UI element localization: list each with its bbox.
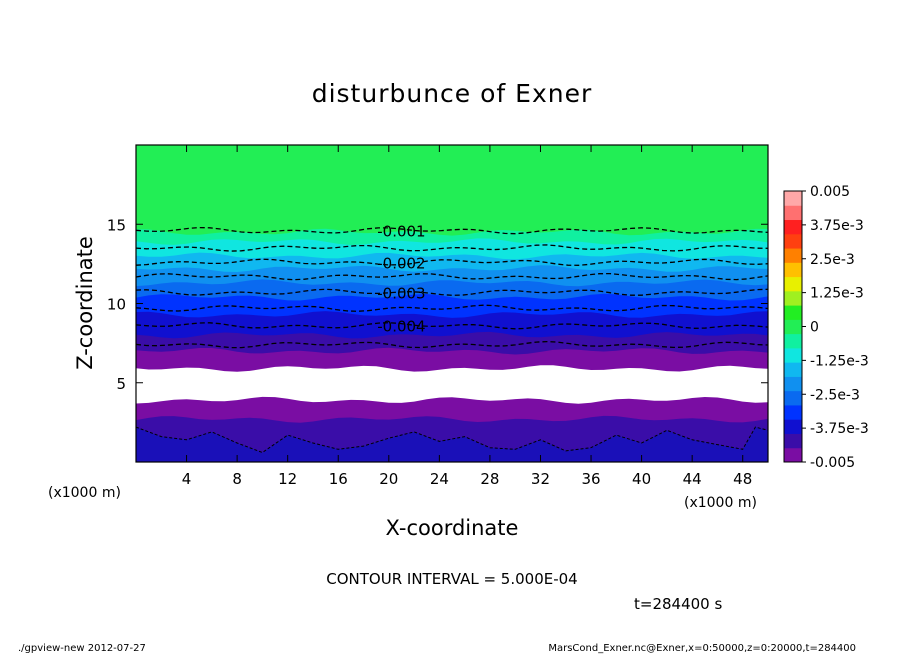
colorbar-swatch xyxy=(784,347,802,363)
colorbar-swatch xyxy=(784,262,802,278)
contour-line-5 xyxy=(135,304,769,312)
x-tick-label: 24 xyxy=(430,470,449,488)
colorbar-swatch xyxy=(784,219,802,235)
footer-left: ./gpview-new 2012-07-27 xyxy=(18,643,146,654)
colorbar-swatch xyxy=(784,319,802,335)
colorbar-tick-label: 0 xyxy=(810,320,819,336)
colorbar-swatch xyxy=(784,376,802,392)
y-axis-title: Z-coordinate xyxy=(73,236,97,370)
contour-line-7 xyxy=(135,340,769,349)
contour-line-3 xyxy=(135,272,769,281)
x-tick-label: 40 xyxy=(632,470,651,488)
colorbar-swatch xyxy=(784,447,802,463)
footer-right: MarsCond_Exner.nc@Exner,x=0:50000,z=0:20… xyxy=(548,643,856,654)
y-unit-label: (x1000 m) xyxy=(48,485,121,501)
time-label: t=284400 s xyxy=(634,595,722,613)
colorbar-swatch xyxy=(784,191,802,206)
contour-label: -0.001 xyxy=(377,223,425,241)
contour-label: -0.004 xyxy=(377,318,425,336)
colorbar-swatch xyxy=(784,404,802,420)
x-tick-label: 44 xyxy=(683,470,702,488)
colorbar-tick-label: -2.5e-3 xyxy=(810,387,860,403)
x-axis-ticks: 4 8 12 16 20 24 28 32 36 40 44 48 xyxy=(182,145,752,488)
colorbar-swatch xyxy=(784,205,802,221)
x-tick-label: 28 xyxy=(480,470,499,488)
colorbar-swatch xyxy=(784,433,802,449)
x-tick-label: 4 xyxy=(182,470,192,488)
x-tick-label: 36 xyxy=(581,470,600,488)
plot-area: -0.001 -0.002 -0.003 -0.004 xyxy=(135,145,769,462)
x-tick-label: 12 xyxy=(278,470,297,488)
colorbar-swatch xyxy=(784,233,802,249)
x-axis-title: X-coordinate xyxy=(386,516,519,540)
colorbar-swatch xyxy=(784,305,802,320)
x-tick-label: 8 xyxy=(232,470,242,488)
contour-line-2 xyxy=(135,258,769,266)
colorbar-tick-label: 1.25e-3 xyxy=(810,286,864,302)
chart-title: disturbunce of Exner xyxy=(312,79,593,108)
x-tick-label: 16 xyxy=(329,470,348,488)
contour-line-0 xyxy=(135,226,769,235)
contour-interval-text: CONTOUR INTERVAL = 5.000E-04 xyxy=(326,570,577,588)
colorbar: 0.005 3.75e-3 2.5e-3 1.25e-3 0 -1.25e-3 -2.5e-… xyxy=(783,184,869,471)
contour-label: -0.003 xyxy=(377,284,425,302)
colorbar-tick-label: 3.75e-3 xyxy=(810,218,864,234)
colorbar-tick-label: -1.25e-3 xyxy=(810,353,869,369)
contour-line-6 xyxy=(135,322,769,330)
colorbar-swatch xyxy=(784,362,802,377)
colorbar-swatch xyxy=(784,276,802,292)
colorbar-swatch xyxy=(784,419,802,434)
x-unit-label: (x1000 m) xyxy=(684,495,757,511)
y-tick-label: 15 xyxy=(107,216,126,234)
colorbar-swatch xyxy=(784,248,802,263)
y-tick-label: 5 xyxy=(116,375,126,393)
colorbar-swatch xyxy=(784,390,802,406)
colorbar-swatch xyxy=(784,290,802,306)
x-tick-label: 20 xyxy=(379,470,398,488)
contour-line-4 xyxy=(135,288,769,296)
colorbar-tick-label: 2.5e-3 xyxy=(810,252,855,268)
colorbar-tick-label: -3.75e-3 xyxy=(810,421,869,437)
contour-label: -0.002 xyxy=(377,254,425,272)
colorbar-tick-label: -0.005 xyxy=(810,455,855,471)
x-tick-label: 32 xyxy=(531,470,550,488)
deep-region-contour xyxy=(135,426,769,454)
contour-line-1 xyxy=(135,244,769,252)
x-tick-label: 48 xyxy=(733,470,752,488)
colorbar-tick-label: 0.005 xyxy=(810,184,850,200)
y-axis-ticks: 5 10 15 xyxy=(107,216,768,393)
deep-negative-region xyxy=(136,427,768,462)
y-tick-label: 10 xyxy=(107,296,126,314)
colorbar-swatch xyxy=(784,333,802,349)
